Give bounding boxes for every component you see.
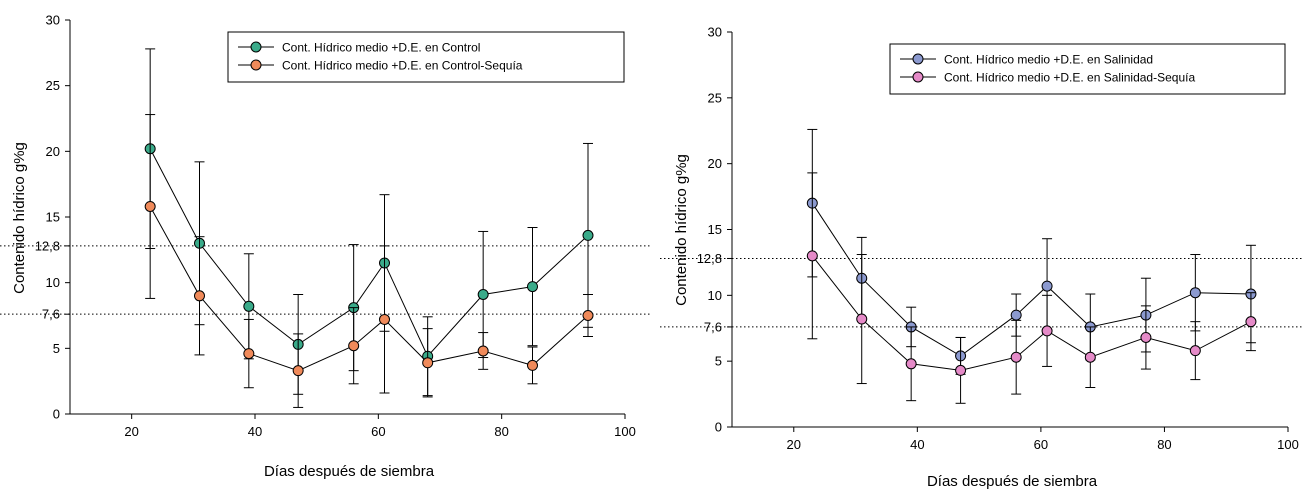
left-ytick-label: 12,8: [35, 238, 60, 253]
right-data-point: [806, 250, 818, 262]
left-legend-box: [227, 31, 625, 83]
right-data-point: [1189, 287, 1201, 299]
left-ytick-label: 10: [46, 275, 60, 290]
right-series-line: [811, 202, 1251, 357]
left-xtick-label: 60: [371, 424, 385, 439]
left-data-point: [243, 348, 255, 360]
right-ytick-label: 20: [708, 156, 722, 171]
right-legend-box: [889, 43, 1286, 95]
right-ytick-label: 30: [708, 25, 722, 40]
right-data-point: [905, 358, 917, 370]
left-xtick-label: 100: [614, 424, 636, 439]
left-legend-marker: [250, 59, 262, 71]
right-legend: Cont. Hídrico medio +D.E. en Salinidad Co…: [889, 43, 1286, 95]
left-xtick-label: 40: [248, 424, 262, 439]
right-data-point: [1010, 309, 1022, 321]
left-data-point: [582, 310, 594, 321]
left-data-point: [477, 288, 489, 300]
right-data-point: [1041, 280, 1053, 292]
right-data-point: [955, 364, 967, 376]
left-data-point: [527, 281, 538, 293]
left-data-point: [144, 200, 156, 212]
right-ytick-label: 12,8: [697, 251, 722, 266]
left-data-point: [292, 365, 304, 377]
right-data-point: [1041, 325, 1053, 337]
left-ytick-label: 25: [46, 78, 60, 93]
right-data-point: [1245, 316, 1257, 328]
left-xtick-label: 20: [124, 424, 138, 439]
right-data-point: [856, 313, 868, 325]
right-ytick-label: 15: [708, 222, 722, 237]
right-xtick-label: 100: [1277, 437, 1299, 452]
left-xlabel: Días después de siembra: [264, 463, 435, 480]
right-data-point: [1010, 351, 1022, 363]
right-xtick-label: 60: [1034, 437, 1048, 452]
left-data-point: [422, 357, 434, 369]
left-series-1: [144, 114, 594, 408]
left-ytick-label: 7,6: [42, 307, 60, 322]
left-series-0: [144, 48, 594, 397]
right-ytick-label: 5: [715, 354, 722, 369]
right-series-line: [811, 255, 1252, 371]
left-series-line: [149, 206, 589, 372]
left-legend-label: Cont. Hídrico medio +D.E. en Control: [282, 41, 480, 55]
left-ytick-label: 20: [46, 144, 60, 159]
right-ytick-label: 10: [708, 288, 722, 303]
right-series-1: [806, 172, 1257, 404]
left-data-point: [243, 300, 255, 312]
right-legend-marker: [912, 71, 924, 83]
right-xtick-label: 80: [1157, 437, 1171, 452]
left-chart: Contenido hídrico g%g Días después de si…: [0, 13, 652, 480]
left-data-point: [194, 290, 205, 302]
right-xlabel: Días después de siembra: [927, 473, 1098, 490]
right-xtick-label: 40: [910, 437, 924, 452]
left-ytick-label: 5: [53, 341, 60, 356]
right-ytick-label: 0: [715, 420, 722, 435]
right-ylabel: Contenido hídrico g%g: [673, 154, 690, 306]
right-chart: Contenido hídrico g%g Días después de si…: [660, 25, 1302, 490]
left-data-point: [477, 345, 489, 357]
right-legend-label: Cont. Hídrico medio +D.E. en Salinidad-S…: [944, 71, 1195, 85]
left-series-line: [149, 148, 589, 358]
left-legend-label: Cont. Hídrico medio +D.E. en Control-Seq…: [282, 59, 523, 73]
left-legend: Cont. Hídrico medio +D.E. en Control Cont…: [227, 31, 625, 83]
right-legend-label: Cont. Hídrico medio +D.E. en Salinidad: [944, 53, 1153, 67]
left-ytick-label: 0: [53, 407, 60, 422]
left-ytick-label: 15: [46, 210, 60, 225]
right-ytick-label: 7,6: [704, 319, 722, 334]
right-ytick-label: 25: [708, 90, 722, 105]
left-xtick-label: 80: [494, 424, 508, 439]
right-data-point: [1084, 351, 1096, 363]
right-legend-marker: [912, 53, 924, 65]
left-legend-marker: [250, 41, 262, 53]
right-xtick-label: 20: [787, 437, 801, 452]
left-ytick-label: 30: [46, 13, 60, 28]
left-data-point: [582, 229, 594, 241]
left-ylabel: Contenido hídrico g%g: [11, 142, 28, 294]
right-data-point: [1189, 345, 1201, 357]
left-data-point: [527, 359, 538, 371]
right-data-point: [1140, 331, 1152, 343]
left-data-point: [348, 340, 360, 352]
left-data-point: [379, 313, 390, 325]
right-series-0: [806, 128, 1257, 375]
